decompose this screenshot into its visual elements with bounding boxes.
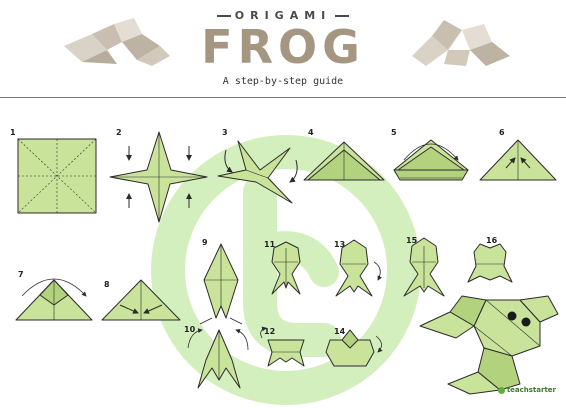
step-8-diagram: [101, 279, 181, 321]
step-number-12: 12: [264, 327, 276, 336]
step-3-diagram: [217, 140, 298, 204]
brand-logo: teachstarter: [497, 386, 556, 394]
step-number-13: 13: [334, 240, 346, 249]
supertitle-text: ORIGAMI: [234, 9, 332, 22]
brand-text: teachstarter: [506, 386, 556, 394]
step-11-diagram: [271, 241, 301, 295]
step-number-10: 10: [184, 325, 196, 334]
step-1-diagram: [17, 138, 97, 214]
paper-decoration-left: [64, 18, 170, 66]
step-number-14: 14: [334, 327, 346, 336]
brand-icon: [497, 386, 505, 394]
step-number-5: 5: [391, 128, 397, 137]
step-2-diagram: [109, 131, 208, 223]
header: ORIGAMI FROG A step-by-step guide: [0, 0, 566, 96]
step-16-diagram: [467, 243, 513, 283]
step-6-diagram: [479, 139, 557, 181]
step-number-7: 7: [18, 270, 24, 279]
step-number-16: 16: [486, 236, 498, 245]
step-number-9: 9: [202, 238, 208, 247]
finished-frog-diagram: [419, 295, 559, 395]
step-number-1: 1: [10, 128, 16, 137]
frog-eyes: [507, 311, 531, 327]
step-10-diagram: [187, 328, 249, 389]
step-4-diagram: [303, 141, 385, 181]
step-number-8: 8: [104, 280, 110, 289]
page-title: FROG: [201, 20, 365, 74]
paper-decoration-right: [412, 20, 510, 66]
step-13-diagram: [335, 239, 382, 297]
step-number-2: 2: [116, 128, 122, 137]
step-number-15: 15: [406, 236, 418, 245]
step-5-diagram: [393, 139, 469, 181]
step-9-diagram: [199, 243, 243, 325]
step-15-diagram: [403, 237, 445, 297]
step-7-diagram: [15, 278, 93, 321]
supertitle: ORIGAMI: [0, 9, 566, 22]
step-number-3: 3: [222, 128, 228, 137]
step-number-11: 11: [264, 240, 276, 249]
step-number-6: 6: [499, 128, 505, 137]
page-subtitle: A step-by-step guide: [222, 76, 344, 87]
step-number-4: 4: [308, 128, 314, 137]
step-14-diagram: [325, 329, 383, 367]
step-12-diagram: [260, 326, 305, 367]
